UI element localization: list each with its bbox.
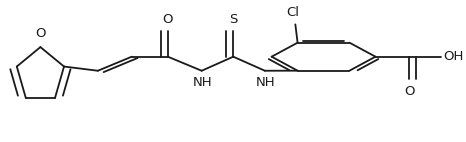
Text: Cl: Cl bbox=[287, 6, 300, 19]
Text: OH: OH bbox=[443, 50, 464, 63]
Text: O: O bbox=[35, 27, 46, 40]
Text: O: O bbox=[163, 13, 173, 26]
Text: NH: NH bbox=[256, 76, 275, 89]
Text: S: S bbox=[229, 13, 238, 26]
Text: O: O bbox=[404, 85, 415, 98]
Text: NH: NH bbox=[193, 76, 212, 89]
